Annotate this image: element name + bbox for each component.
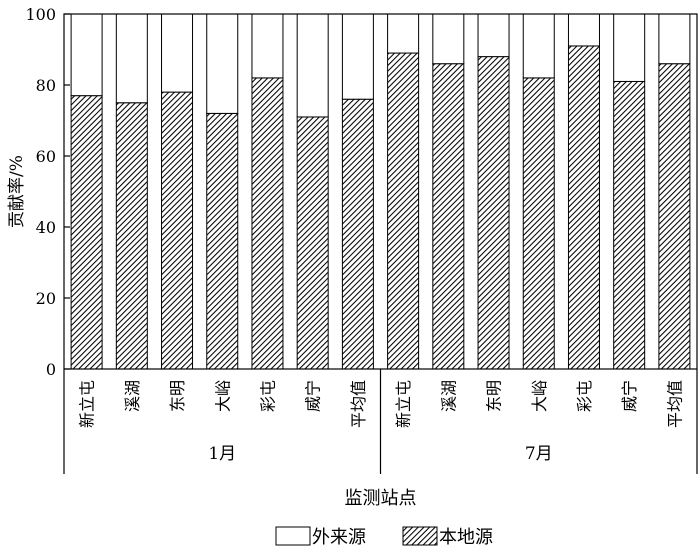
- legend-label-1: 本地源: [439, 527, 493, 548]
- plot-frame: [63, 13, 698, 370]
- bar-local-5: [296, 116, 329, 370]
- bar-local-13: [658, 63, 691, 370]
- bar-local-11: [567, 45, 600, 370]
- x-tick-label-2: 东明: [168, 380, 187, 412]
- x-tick-label-11: 彩屯: [575, 380, 594, 412]
- bar-local-12: [613, 80, 646, 370]
- bar-local-1: [115, 102, 148, 370]
- legend-swatch-0: [275, 526, 311, 546]
- bar-local-7: [387, 52, 420, 370]
- bar-local-8: [432, 63, 465, 370]
- x-tick-label-9: 东明: [485, 380, 504, 412]
- bar-external-7: [387, 13, 420, 54]
- x-tick-label-1: 溪湖: [123, 380, 142, 412]
- y-tick-label-5: 100: [25, 5, 56, 24]
- group-label-1: 7月: [525, 444, 553, 464]
- bar-external-0: [70, 13, 103, 97]
- bar-external-5: [296, 13, 329, 118]
- y-tick-label-2: 40: [36, 218, 56, 237]
- y-tick-label-3: 60: [36, 147, 56, 166]
- bar-external-12: [613, 13, 646, 82]
- group-label-0: 1月: [208, 444, 236, 464]
- x-tick-label-10: 大峪: [530, 380, 549, 412]
- bar-external-1: [115, 13, 148, 104]
- bar-external-8: [432, 13, 465, 65]
- bar-external-9: [477, 13, 510, 58]
- x-tick-label-12: 威宁: [620, 380, 639, 412]
- x-tick-label-0: 新立屯: [78, 380, 97, 428]
- bar-external-4: [251, 13, 284, 79]
- bar-external-2: [161, 13, 194, 93]
- bar-local-10: [522, 77, 555, 370]
- x-axis-label: 监测站点: [345, 488, 417, 509]
- bar-local-2: [161, 91, 194, 370]
- bar-local-9: [477, 56, 510, 370]
- bar-external-13: [658, 13, 691, 65]
- bar-external-3: [206, 13, 239, 114]
- x-tick-label-5: 威宁: [304, 380, 323, 412]
- x-tick-label-8: 溪湖: [439, 380, 458, 412]
- x-tick-label-7: 新立屯: [394, 380, 413, 428]
- bar-local-3: [206, 112, 239, 370]
- bar-local-0: [70, 95, 103, 370]
- bar-external-10: [522, 13, 555, 79]
- bar-local-4: [251, 77, 284, 370]
- legend-label-0: 外来源: [312, 527, 366, 548]
- x-tick-label-4: 彩屯: [258, 380, 277, 412]
- x-tick-label-3: 大峪: [213, 380, 232, 412]
- x-tick-label-6: 平均值: [349, 380, 368, 428]
- bar-local-6: [341, 98, 374, 370]
- bar-external-6: [341, 13, 374, 100]
- bars-layer: [70, 13, 691, 370]
- axes-layer: [63, 13, 698, 474]
- x-tick-label-13: 平均值: [665, 380, 684, 428]
- bar-external-11: [567, 13, 600, 47]
- y-tick-label-4: 80: [36, 76, 56, 95]
- y-tick-label-1: 20: [36, 289, 56, 308]
- y-tick-label-0: 0: [46, 360, 56, 379]
- legend: 外来源 本地源: [275, 526, 493, 548]
- legend-swatch-1: [402, 526, 438, 546]
- y-axis-label: 贡献率/%: [7, 155, 27, 228]
